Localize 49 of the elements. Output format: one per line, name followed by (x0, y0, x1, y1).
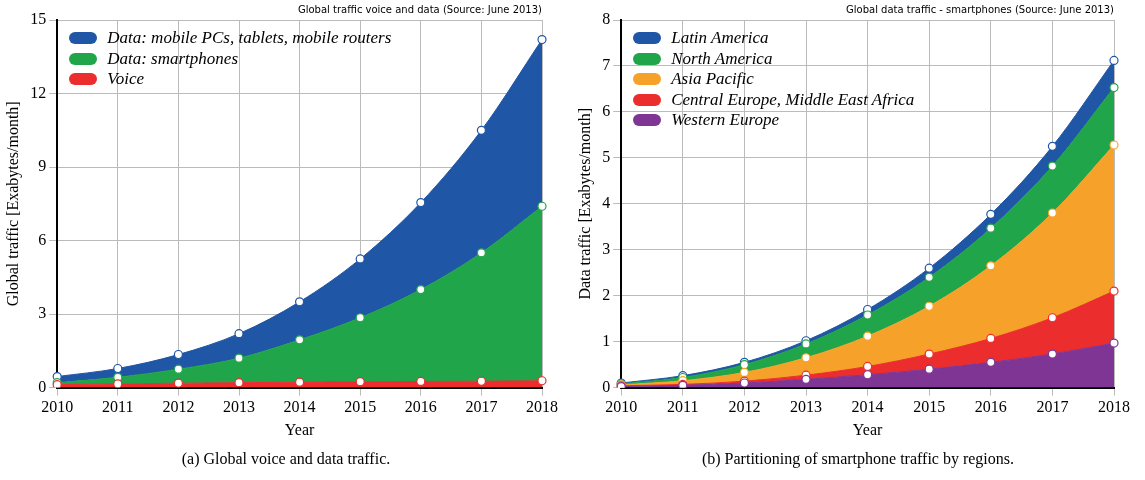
x-tick-label: 2010 (605, 398, 638, 416)
x-axis-title: Year (284, 420, 316, 438)
y-tick-label: 6 (38, 230, 47, 248)
y-tick-label: 6 (602, 102, 611, 120)
x-tick-label: 2013 (223, 398, 255, 416)
y-tick-label: 12 (30, 83, 47, 101)
x-tick-label: 2016 (404, 398, 437, 416)
x-tick-label: 2017 (1036, 398, 1069, 416)
x-tick-label: 2012 (728, 398, 761, 416)
x-tick-label: 2011 (667, 398, 699, 416)
legend-label: Western Europe (671, 110, 779, 131)
legend-label: Data: smartphones (107, 48, 238, 69)
legend-label: Voice (107, 69, 145, 90)
y-tick-label: 1 (602, 331, 611, 349)
x-tick-label: 2017 (465, 398, 498, 416)
x-tick-label: 2014 (851, 398, 884, 416)
y-tick-label: 2 (602, 285, 611, 303)
legend-label: Data: mobile PCs, tablets, mobile routers (107, 28, 392, 49)
y-tick-label: 5 (602, 148, 611, 166)
y-tick-label: 15 (30, 10, 47, 28)
x-axis-title: Year (852, 420, 884, 438)
legend-label: Latin America (671, 28, 769, 49)
x-tick-label: 2015 (344, 398, 377, 416)
legend-label: Asia Pacific (671, 69, 754, 90)
y-tick-label: 0 (38, 377, 47, 395)
legend-label: Central Europe, Middle East Africa (671, 89, 915, 110)
y-axis-title: Global traffic [Exabytes/month] (3, 101, 22, 307)
chart-title: Global traffic voice and data (Source: June 2013) (297, 3, 543, 15)
x-tick-label: 2018 (1098, 398, 1130, 416)
y-tick-label: 0 (602, 377, 611, 395)
x-tick-label: 2018 (526, 398, 558, 416)
y-tick-label: 4 (602, 194, 611, 211)
x-tick-label: 2011 (102, 398, 134, 416)
x-tick-label: 2012 (162, 398, 195, 416)
x-tick-label: 2013 (790, 398, 822, 416)
y-tick-label: 9 (38, 157, 47, 175)
chart-title: Global data traffic - smartphones (Source: June 2013) (846, 3, 1115, 15)
legend-label: North America (671, 48, 773, 69)
y-tick-label: 8 (602, 10, 611, 28)
x-tick-label: 2016 (974, 398, 1007, 416)
x-tick-label: 2015 (913, 398, 946, 416)
y-tick-label: 3 (602, 239, 611, 257)
text: (b) Partitioning of smartphone traffic by regions. (701, 450, 1015, 467)
text: (a) Global voice and data traffic. (181, 450, 391, 467)
y-tick-label: 3 (38, 304, 47, 322)
y-axis-title: Data traffic [Exabytes/month] (575, 107, 594, 300)
x-tick-label: 2010 (41, 398, 74, 416)
y-tick-label: 7 (602, 56, 611, 74)
x-tick-label: 2014 (283, 398, 316, 416)
